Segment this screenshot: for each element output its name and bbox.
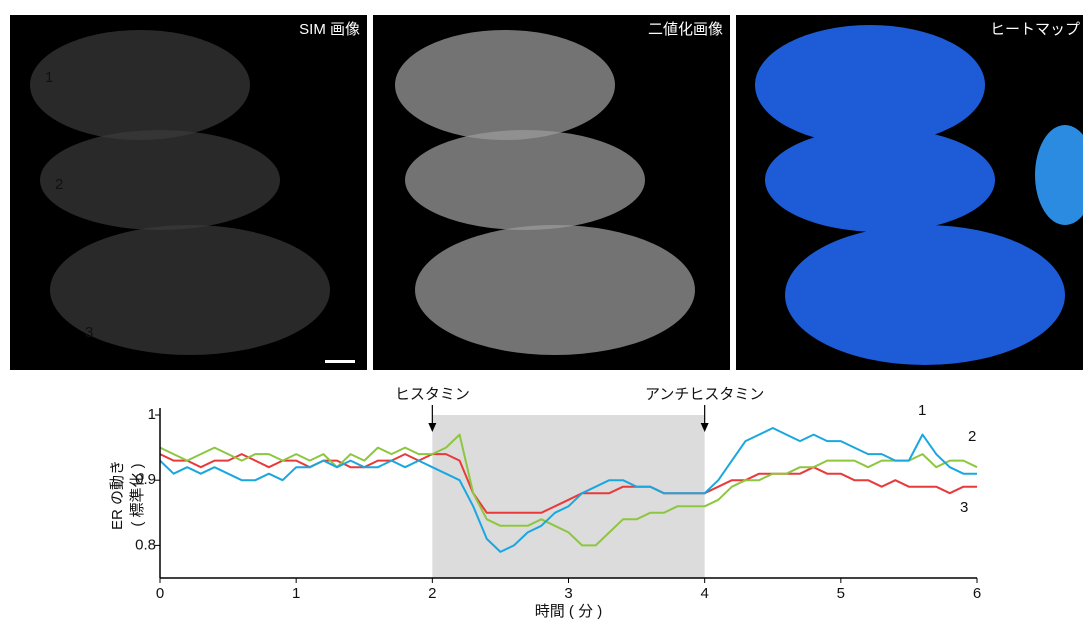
arrow-head: [700, 423, 709, 432]
x-tick-label: 4: [700, 585, 708, 602]
arrow-head: [428, 423, 437, 432]
y-tick-label: 0.9: [135, 471, 156, 488]
cell-label: 1: [45, 69, 53, 86]
panel-title: 二値化画像: [648, 21, 723, 38]
chart: ヒスタミン アンチヒスタミン 3 2 1 0.8 0.9 1 0 1 2 3 4 5 6 時間 ( 分 ) ER…: [109, 386, 981, 620]
x-tick-label: 3: [564, 585, 572, 602]
panel-title: SIM 画像: [299, 21, 360, 38]
series-line: [159, 453, 977, 514]
series-label: 3: [960, 499, 968, 516]
panel-heatmap: ヒートマップ: [736, 15, 1083, 370]
panel-title: ヒートマップ: [990, 21, 1080, 38]
y-tick-label: 1: [148, 406, 156, 423]
series-label: 2: [968, 428, 976, 445]
shade-region: [432, 415, 705, 578]
annotation: ヒスタミン: [395, 386, 470, 403]
x-axis-label: 時間 ( 分 ): [535, 603, 603, 620]
y-axis-label: ER の動き: [109, 460, 126, 530]
cell-label: 2: [55, 176, 63, 193]
cell-label: 3: [85, 324, 93, 341]
y-tick-label: 0.8: [135, 536, 156, 553]
panel-sim: SIM 画像 1 2 3: [10, 15, 367, 370]
series-label: 1: [918, 402, 926, 419]
x-tick-label: 2: [428, 585, 436, 602]
x-tick-label: 6: [973, 585, 981, 602]
y-axis-label: ( 標準化 ): [129, 463, 146, 526]
x-tick-label: 0: [156, 585, 164, 602]
x-tick-label: 5: [837, 585, 845, 602]
annotation: アンチヒスタミン: [645, 386, 764, 403]
panel-binary: 二値化画像: [373, 15, 730, 370]
x-tick-label: 1: [292, 585, 300, 602]
series-line: [159, 433, 978, 547]
series-line: [159, 427, 977, 553]
